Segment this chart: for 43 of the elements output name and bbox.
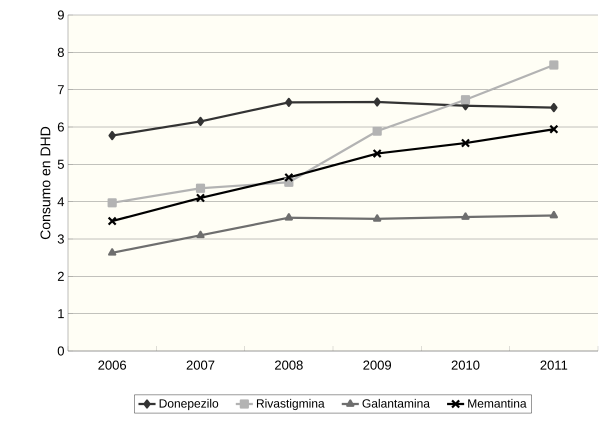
point [196,116,204,126]
legend-label: Donepezilo [160,398,218,410]
point [461,212,470,220]
y-tick-label: 7 [58,85,64,94]
point [196,184,206,193]
legend-label: Memantina [468,398,527,408]
point [108,248,116,256]
y-tick-label: 3 [58,234,64,244]
point [196,230,205,238]
point [460,95,470,104]
y-tick-label: 4 [58,197,64,206]
point [196,193,206,203]
y-tick-label: 8 [58,48,64,57]
y-tick-label: 0 [58,346,64,356]
y-tick-label: 5 [58,160,64,169]
y-tick-label: 1 [58,309,64,318]
legend-label: Galantamina [362,398,430,408]
point [549,60,558,70]
x-tick-label: 2008 [275,360,303,370]
y-tick-label: 6 [58,122,64,132]
point [285,98,293,107]
point [372,126,382,136]
y-tick-label: 2 [58,272,64,281]
point [108,216,117,226]
y-tick-label: 9 [58,10,64,20]
point [284,213,293,221]
point [372,148,382,158]
x-tick-label: 2011 [540,360,568,370]
point [284,172,294,182]
point [108,198,117,208]
point [550,210,558,218]
legend-label: Rivastigmina [256,398,325,410]
x-tick-label: 2006 [98,360,126,370]
x-tick-label: 2009 [363,360,392,370]
x-tick-label: 2010 [452,360,480,370]
point [373,97,381,107]
x-tick-label: 2007 [186,360,214,370]
point [373,214,382,222]
point [108,130,116,140]
point [549,124,558,134]
point [460,138,470,148]
y-axis-title: Consumo en DHD [40,126,50,240]
point [550,102,558,112]
